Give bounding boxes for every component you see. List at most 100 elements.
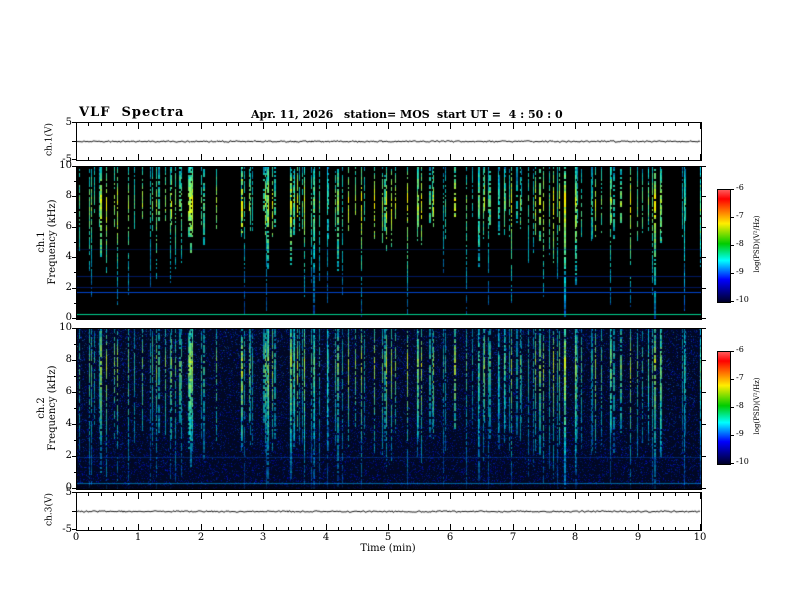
axis-tick — [488, 123, 489, 126]
axis-tick — [575, 123, 576, 129]
axis-tick — [588, 527, 589, 530]
axis-tick — [226, 157, 227, 160]
axis-tick — [74, 440, 76, 441]
ch2-spectrogram-panel — [76, 328, 702, 490]
axis-tick — [500, 493, 501, 496]
axis-tick — [251, 527, 252, 530]
axis-tick — [702, 196, 706, 197]
axis-tick — [650, 493, 651, 496]
y-tick-label: 0 — [65, 482, 72, 493]
axis-tick — [675, 157, 676, 160]
axis-tick — [425, 157, 426, 160]
axis-tick — [425, 493, 426, 496]
y-tick-label: 0 — [65, 312, 72, 323]
axis-tick — [588, 157, 589, 160]
axis-tick — [475, 157, 476, 160]
axis-tick — [338, 123, 339, 126]
ylabel-text: Frequency (kHz) — [47, 199, 58, 285]
axis-tick — [163, 493, 164, 496]
ylabel-text: Frequency (kHz) — [47, 365, 58, 451]
axis-tick — [376, 123, 377, 126]
axis-tick — [276, 157, 277, 160]
axis-tick — [313, 123, 314, 126]
ch1-voltage-panel — [76, 122, 702, 161]
axis-tick — [575, 524, 576, 530]
y-tick-label: 5 — [65, 117, 72, 128]
axis-tick — [74, 212, 76, 213]
axis-tick — [251, 157, 252, 160]
axis-tick — [638, 524, 639, 530]
axis-tick — [731, 245, 734, 246]
axis-tick — [702, 318, 706, 319]
axis-tick — [663, 527, 664, 530]
axis-tick — [126, 123, 127, 126]
axis-tick — [450, 493, 451, 499]
axis-tick — [76, 524, 77, 530]
colorbar-tick-label: -6 — [736, 345, 744, 354]
axis-tick — [563, 123, 564, 126]
axis-tick — [388, 123, 389, 129]
axis-tick — [163, 123, 164, 126]
axis-tick — [450, 524, 451, 530]
axis-tick — [72, 492, 76, 493]
y-tick-label: 2 — [65, 282, 72, 293]
axis-tick — [151, 123, 152, 126]
x-tick-label: 6 — [446, 532, 454, 543]
y-tick-label: 6 — [65, 221, 72, 232]
axis-tick — [488, 157, 489, 160]
axis-tick — [463, 123, 464, 126]
x-tick-label: 10 — [693, 532, 707, 543]
axis-tick — [363, 493, 364, 496]
axis-tick — [113, 157, 114, 160]
axis-tick — [226, 493, 227, 496]
header-date: Apr. 11, 2026 — [251, 108, 334, 121]
axis-tick — [625, 157, 626, 160]
axis-tick — [201, 123, 202, 129]
ch1-voltage-trace — [77, 123, 701, 160]
axis-tick — [613, 493, 614, 496]
axis-tick — [663, 157, 664, 160]
axis-tick — [675, 123, 676, 126]
axis-tick — [176, 527, 177, 530]
axis-tick — [74, 272, 76, 273]
axis-tick — [588, 493, 589, 496]
axis-tick — [176, 493, 177, 496]
axis-tick — [238, 157, 239, 160]
axis-tick — [76, 123, 77, 129]
axis-tick — [288, 493, 289, 496]
axis-tick — [650, 527, 651, 530]
axis-tick — [226, 123, 227, 126]
axis-tick — [600, 527, 601, 530]
axis-tick — [188, 157, 189, 160]
axis-tick — [72, 166, 76, 167]
axis-tick — [702, 166, 706, 167]
axis-tick — [251, 493, 252, 496]
axis-tick — [400, 157, 401, 160]
axis-tick — [513, 154, 514, 160]
x-tick-label: 1 — [134, 532, 142, 543]
colorbar-tick-label: -7 — [736, 373, 744, 382]
axis-tick — [463, 493, 464, 496]
axis-tick — [76, 493, 77, 499]
ylabel-text: ch.1 — [36, 231, 47, 253]
axis-tick — [363, 527, 364, 530]
axis-tick — [575, 493, 576, 499]
axis-tick — [101, 527, 102, 530]
axis-tick — [400, 527, 401, 530]
x-tick-label: 7 — [509, 532, 517, 543]
axis-tick — [276, 493, 277, 496]
y-tick-label: -5 — [62, 154, 72, 165]
axis-tick — [525, 123, 526, 126]
x-tick-label: 5 — [384, 532, 392, 543]
axis-tick — [163, 157, 164, 160]
axis-tick — [425, 527, 426, 530]
axis-tick — [388, 493, 389, 499]
axis-tick — [638, 493, 639, 499]
axis-tick — [88, 123, 89, 126]
axis-tick — [702, 328, 706, 329]
axis-tick — [72, 392, 76, 393]
axis-tick — [413, 157, 414, 160]
axis-tick — [702, 288, 706, 289]
colorbar-tick-label: -9 — [736, 429, 744, 438]
y-tick-label: 5 — [65, 487, 72, 498]
